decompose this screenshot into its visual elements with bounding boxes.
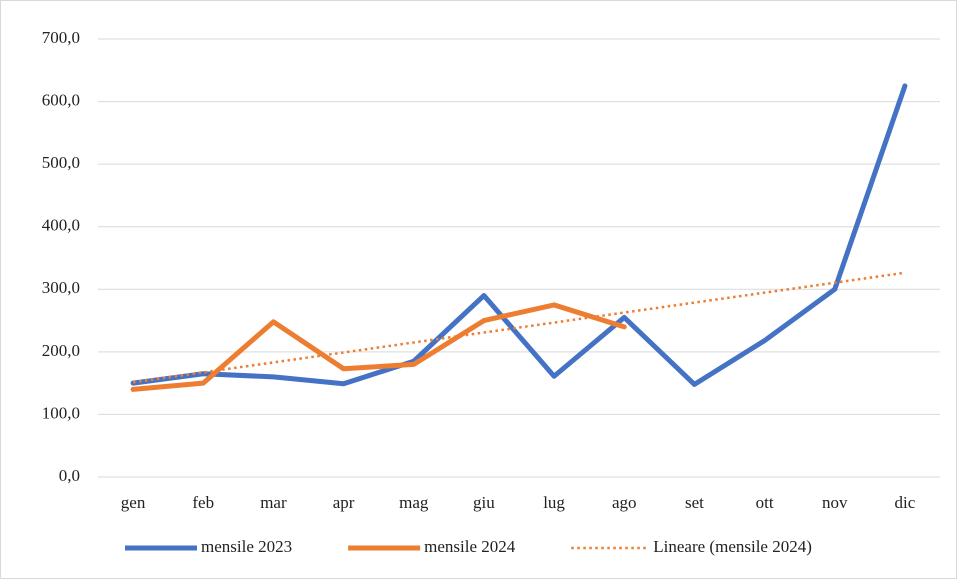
x-tick-label: dic — [895, 493, 916, 512]
trend-line — [132, 271, 906, 384]
x-tick-label: mar — [260, 493, 287, 512]
legend-label: mensile 2024 — [424, 537, 516, 556]
y-tick-label: 500,0 — [42, 153, 80, 172]
legend-label: mensile 2023 — [201, 537, 292, 556]
series-line — [130, 302, 627, 392]
y-tick-label: 300,0 — [42, 278, 80, 297]
x-tick-label: giu — [473, 493, 495, 512]
series-line — [130, 83, 908, 387]
x-tick-label: feb — [192, 493, 214, 512]
x-tick-label: gen — [121, 493, 146, 512]
y-tick-label: 100,0 — [42, 403, 80, 422]
x-tick-label: apr — [333, 493, 355, 512]
x-tick-label: mag — [399, 493, 429, 512]
x-tick-label: nov — [822, 493, 848, 512]
x-tick-label: lug — [543, 493, 565, 512]
x-tick-label: ott — [756, 493, 774, 512]
y-tick-label: 600,0 — [42, 90, 80, 109]
x-tick-label: ago — [612, 493, 637, 512]
legend-label: Lineare (mensile 2024) — [653, 537, 812, 556]
y-tick-label: 700,0 — [42, 28, 80, 47]
y-tick-label: 400,0 — [42, 216, 80, 235]
y-tick-label: 0,0 — [59, 466, 80, 485]
x-tick-label: set — [685, 493, 704, 512]
y-tick-label: 200,0 — [42, 341, 80, 360]
